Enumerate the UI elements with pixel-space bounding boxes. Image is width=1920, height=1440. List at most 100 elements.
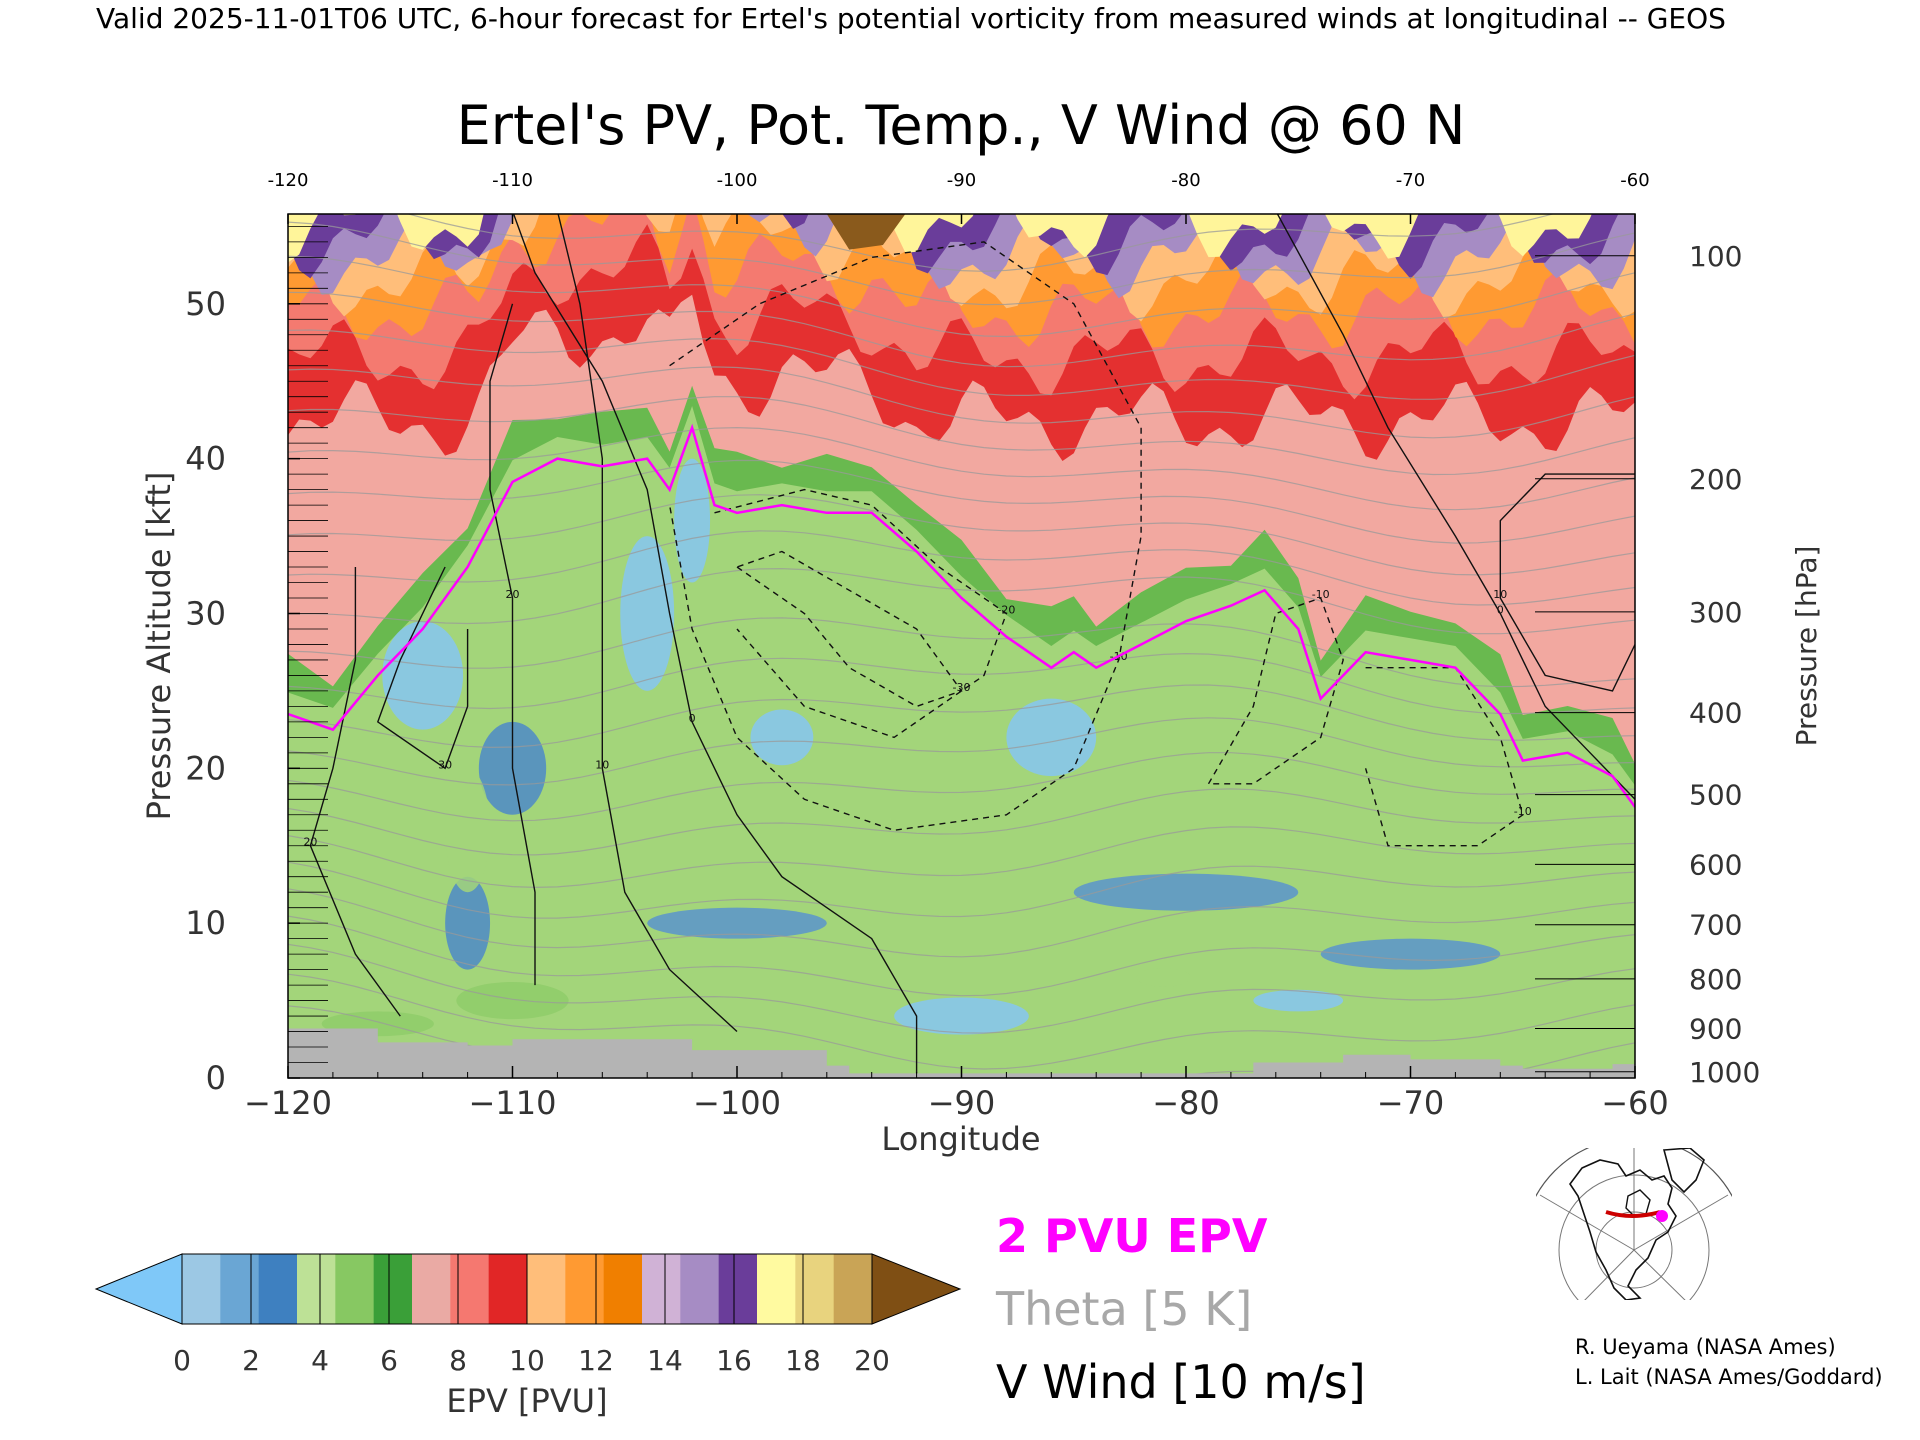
colorbar-tick-label: 14 [647, 1344, 683, 1377]
pressure-tick-label: 100 [1689, 240, 1742, 273]
x-tick-label: −60 [1601, 1084, 1669, 1122]
v-wind-contour [1499, 473, 1635, 692]
theta-isentrope-300 [288, 888, 1635, 958]
v-wind-contour-label: 0 [1497, 603, 1504, 616]
colorbar-tick-label: 0 [173, 1344, 191, 1377]
y-axis-label-left: Pressure Altitude [kft] [140, 472, 178, 821]
stratosphere-bands [288, 214, 1635, 461]
x-tick-label: −110 [469, 1084, 557, 1122]
colorbar-tick-label: 12 [578, 1344, 614, 1377]
y-tick-label: 30 [185, 594, 226, 632]
theta-isentrope-355 [288, 494, 1635, 576]
location-map-inset [1536, 1148, 1732, 1300]
legend-v-wind: V Wind [10 m/s] [996, 1355, 1366, 1409]
theta-isentrope-385 [288, 291, 1635, 368]
colorbar-swatch [450, 1254, 490, 1324]
theta-isentrope-305 [288, 861, 1635, 919]
x-top-tick-label: -120 [268, 170, 309, 191]
v-wind-contour [557, 214, 738, 1033]
map-meridian [1633, 1194, 1729, 1251]
epv-patch [620, 536, 675, 691]
v-wind-contour [668, 241, 1142, 832]
theta-isentrope-320 [288, 752, 1635, 822]
x-axis-top: -120 -110 -100 -90 -80 -70 -60 [268, 170, 1650, 224]
tropopause-2pvu-line [288, 423, 1635, 808]
theta-isentrope-325 [288, 717, 1635, 786]
pressure-tick-label: 800 [1689, 963, 1742, 996]
pressure-tick-label: 500 [1689, 779, 1742, 812]
colorbar-swatch [603, 1254, 643, 1324]
y-tick-label: 0 [206, 1059, 226, 1097]
epv-patch [445, 876, 491, 970]
colorbar-label: EPV [PVU] [446, 1382, 607, 1420]
y-axis-left: 0 10 20 30 40 50 [185, 225, 328, 1097]
epv-patch [894, 997, 1029, 1035]
epv-patch [445, 768, 491, 893]
colorbar-swatch [795, 1254, 835, 1324]
x-top-tick-label: -100 [717, 170, 758, 191]
theta-isentrope-290 [288, 943, 1635, 1034]
colorbar-swatch [373, 1254, 413, 1324]
x-tick-label: −80 [1152, 1084, 1220, 1122]
colorbar-swatch [565, 1254, 605, 1324]
epv-patch [647, 907, 827, 939]
y-tick-label: 50 [185, 285, 226, 323]
x-tick-label: −70 [1377, 1084, 1445, 1122]
colorbar-swatch [488, 1254, 528, 1324]
pressure-tick-label: 600 [1689, 848, 1742, 881]
v-wind-contour [309, 567, 401, 1017]
pressure-tick-label: 300 [1689, 596, 1742, 629]
credit-line-1: R. Ueyama (NASA Ames) [1575, 1335, 1836, 1359]
colorbar-tick-label: 10 [509, 1344, 545, 1377]
v-wind-contour-label: 20 [506, 588, 520, 601]
theta-isentrope-365 [288, 426, 1635, 511]
colorbar-swatch [412, 1254, 451, 1324]
pressure-tick-label: 1000 [1689, 1056, 1760, 1089]
theta-isentropes [288, 214, 1635, 1078]
chart-title: Ertel's PV, Pot. Temp., V Wind @ 60 N [457, 94, 1466, 157]
v-wind-contour-label: 0 [689, 712, 696, 725]
map-coastline-greenland [1662, 1148, 1705, 1194]
epv-patch [674, 458, 711, 583]
legend: 2 PVU EPV Theta [5 K] V Wind [10 m/s] [995, 1209, 1366, 1409]
colorbar-swatch [335, 1254, 375, 1324]
colorbar-tick-label: 16 [716, 1344, 752, 1377]
pressure-tick-label: 700 [1689, 909, 1742, 942]
theta-isentrope-400 [406, 214, 1555, 272]
colorbar-tick-label: 20 [854, 1344, 890, 1377]
theta-isentrope-380 [288, 329, 1635, 400]
x-top-tick-label: -110 [492, 170, 533, 191]
v-wind-contour-label: -10 [1312, 588, 1330, 601]
x-tick-label: −120 [244, 1084, 332, 1122]
colorbar-tick-label: 6 [380, 1344, 398, 1377]
pressure-tick-label: 200 [1689, 463, 1742, 496]
y-axis-label-right: Pressure [hPa] [1790, 546, 1823, 747]
colorbar-swatch [297, 1254, 336, 1324]
theta-isentrope-370 [288, 396, 1635, 476]
colorbar-under-arrow [94, 1253, 183, 1325]
map-meridian [1633, 1249, 1686, 1300]
valid-header: Valid 2025-11-01T06 UTC, 6-hour forecast… [96, 2, 1726, 35]
credit-line-2: L. Lait (NASA Ames/Goddard) [1575, 1365, 1883, 1389]
theta-isentrope-350 [288, 530, 1635, 606]
colorbar: 0 2 4 6 8 10 12 14 16 18 20 [94, 1253, 962, 1377]
legend-theta: Theta [5 K] [995, 1282, 1252, 1336]
map-section-line [1605, 1210, 1661, 1218]
v-wind-contour-label: -20 [997, 603, 1015, 616]
epv-patch [750, 709, 814, 766]
x-tick-label: −100 [693, 1084, 781, 1122]
epv-band-over [826, 214, 906, 250]
v-wind-contour-label: 10 [1493, 588, 1507, 601]
epv-patch [1136, 968, 1191, 987]
v-wind-contour [512, 214, 918, 1078]
colorbar-over-arrow [871, 1253, 962, 1325]
x-axis: −120 −110 −100 −90 −80 −70 −60 [244, 1066, 1669, 1122]
y-axis-right: 100 200 300 400 500 600 700 800 900 1000 [1535, 240, 1760, 1089]
x-top-tick-label: -80 [1171, 170, 1200, 191]
epv-patch [1006, 698, 1097, 777]
v-wind-contour-label: 20 [303, 836, 317, 849]
colorbar-swatch [220, 1254, 260, 1324]
colorbar-swatch [182, 1254, 221, 1324]
